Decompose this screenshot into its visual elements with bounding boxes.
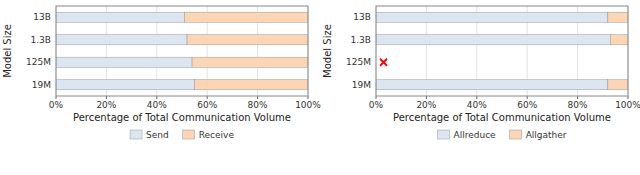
bar xyxy=(56,57,192,67)
bar xyxy=(376,35,610,45)
plot-frame xyxy=(376,6,628,96)
category-label: 19M xyxy=(32,80,51,90)
x-axis-label: Percentage of Total Communication Volume xyxy=(393,112,611,123)
y-axis-label: Model Size xyxy=(2,24,13,78)
category-label: 19M xyxy=(352,80,371,90)
figure: 0% 20% 40% 60% 80% 100% 19M 125M 1.3B 13B Percenta… xyxy=(0,0,640,175)
legend-label: Receive xyxy=(199,130,235,140)
bar xyxy=(195,80,308,90)
bar xyxy=(56,80,195,90)
tick-label: 0% xyxy=(369,100,384,110)
cross-marker xyxy=(380,59,387,66)
category-label: 125M xyxy=(26,57,51,67)
marks xyxy=(56,12,308,90)
tick-label: 40% xyxy=(467,100,487,110)
bar xyxy=(56,35,187,45)
bar xyxy=(56,12,185,22)
bar xyxy=(192,57,308,67)
category-label: 125M xyxy=(346,57,371,67)
legend-label: Send xyxy=(146,130,169,140)
tick-label: 80% xyxy=(568,100,588,110)
tick-label: 100% xyxy=(295,100,321,110)
tick-label: 60% xyxy=(197,100,217,110)
category-label: 13B xyxy=(33,12,51,22)
legend-label: Allgather xyxy=(526,130,567,140)
x-axis-label: Percentage of Total Communication Volume xyxy=(73,112,291,123)
bar xyxy=(608,12,628,22)
bar xyxy=(187,35,308,45)
plot-area xyxy=(376,6,628,96)
legend-swatch xyxy=(130,130,142,139)
bar xyxy=(376,80,608,90)
plot-frame xyxy=(56,6,308,96)
bar xyxy=(185,12,308,22)
category-label: 13B xyxy=(353,12,371,22)
tick-label: 80% xyxy=(248,100,268,110)
plot-area xyxy=(56,6,308,96)
bar xyxy=(376,12,608,22)
marks xyxy=(376,12,628,90)
tick-label: 20% xyxy=(96,100,116,110)
bar xyxy=(610,35,628,45)
tick-label: 0% xyxy=(49,100,64,110)
legend-label: Allreduce xyxy=(454,130,497,140)
legend-swatch xyxy=(438,130,450,139)
tick-label: 60% xyxy=(517,100,537,110)
category-label: 1.3B xyxy=(351,35,372,45)
bar xyxy=(608,80,628,90)
chart: 0% 20% 40% 60% 80% 100% 19M 125M 1.3B 13B Percenta… xyxy=(2,6,321,140)
category-label: 1.3B xyxy=(31,35,52,45)
legend: Allreduce Allgather xyxy=(438,130,567,140)
legend: Send Receive xyxy=(130,130,234,140)
legend-swatch xyxy=(183,130,195,139)
y-axis-label: Model Size xyxy=(322,24,333,78)
tick-label: 100% xyxy=(615,100,640,110)
tick-label: 20% xyxy=(416,100,436,110)
chart: 0% 20% 40% 60% 80% 100% 19M 125M 1.3B 13B Percenta… xyxy=(322,6,640,140)
legend-swatch xyxy=(510,130,522,139)
tick-label: 40% xyxy=(147,100,167,110)
